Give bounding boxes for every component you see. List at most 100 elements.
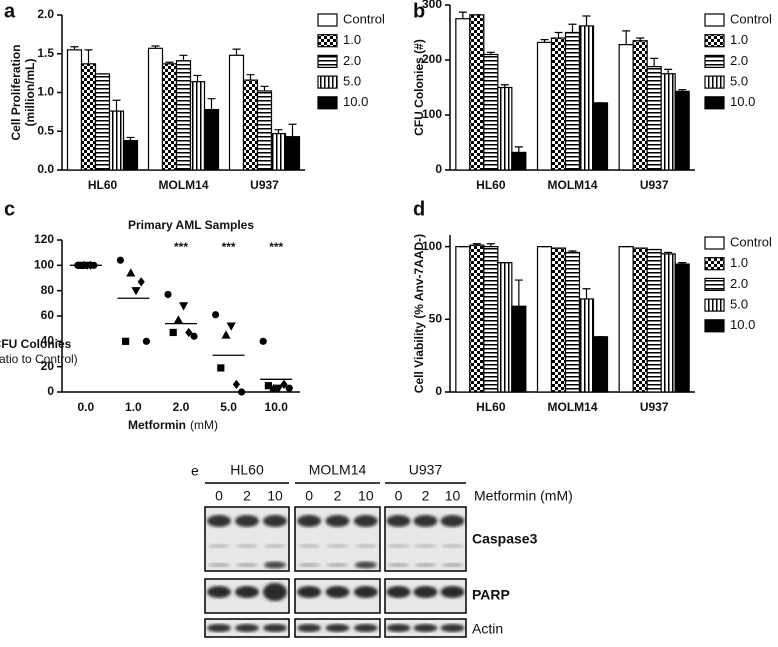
legend-swatch	[317, 34, 338, 48]
bar	[564, 31, 581, 171]
bar	[284, 136, 301, 171]
x-tick-label: MOLM14	[547, 178, 597, 192]
band	[263, 583, 287, 601]
y-tick-label: 0.0	[37, 162, 54, 176]
legend-label: 1.0	[343, 32, 361, 47]
band	[235, 624, 259, 632]
legend-label: 10.0	[730, 94, 755, 109]
x-tick-label: MOLM14	[158, 178, 208, 192]
error-bar	[84, 49, 93, 64]
chart-title: Primary AML Samples	[128, 218, 254, 232]
legend-swatch	[317, 54, 338, 69]
lane-label: 0	[305, 488, 313, 504]
error-bar	[582, 288, 591, 299]
bar	[674, 263, 690, 393]
legend-label: 1.0	[730, 255, 748, 270]
significance: ***	[174, 240, 188, 254]
point	[280, 379, 288, 389]
legend-label: 5.0	[730, 297, 748, 312]
x-tick-label: MOLM14	[547, 400, 597, 414]
bar	[550, 247, 567, 393]
bar	[203, 108, 220, 171]
band	[353, 515, 378, 527]
bar	[469, 244, 485, 393]
legend-swatch	[704, 34, 725, 48]
y-tick-label: 20	[41, 359, 55, 373]
band	[263, 624, 287, 632]
lane-label: 10	[445, 488, 461, 504]
protein-label: Caspase3	[472, 531, 538, 547]
legend-label: 2.0	[730, 53, 748, 68]
point	[238, 388, 246, 396]
significance: ***	[269, 240, 283, 254]
error-bar	[678, 89, 687, 92]
treatment-label: Metformin (mM)	[474, 488, 573, 504]
bar	[511, 151, 527, 171]
error-bar	[288, 123, 297, 137]
bar	[511, 305, 527, 393]
band	[414, 544, 437, 548]
error-bar	[514, 146, 523, 153]
bar	[660, 253, 676, 393]
point	[217, 364, 225, 372]
error-bar	[664, 251, 673, 254]
band	[325, 515, 350, 527]
legend-swatch	[704, 277, 725, 291]
lane-label: 10	[267, 488, 283, 504]
legend-label: 10.0	[343, 94, 368, 109]
point	[259, 337, 267, 345]
band	[387, 563, 410, 567]
x-tick-label: HL60	[476, 178, 506, 192]
bar	[632, 40, 648, 171]
band	[353, 624, 378, 632]
point	[274, 384, 284, 393]
y-tick-label: 0	[435, 162, 442, 176]
error-bar	[622, 30, 631, 45]
x-tick-label: 2.0	[173, 400, 190, 414]
bar	[94, 73, 111, 171]
group-label: MOLM14	[309, 462, 367, 478]
error-bar	[568, 250, 577, 253]
x-tick-label: HL60	[476, 400, 506, 414]
x-axis-label-part: (mM)	[190, 418, 218, 432]
lane-label: 2	[243, 488, 251, 504]
protein-label: PARP	[472, 587, 510, 603]
x-tick-label: U937	[640, 400, 669, 414]
bar	[256, 90, 273, 171]
point	[173, 315, 183, 324]
band	[354, 544, 377, 548]
panel-letter: e	[191, 463, 199, 479]
lane-label: 10	[358, 488, 374, 504]
band	[208, 563, 230, 567]
band	[414, 563, 437, 567]
bar	[483, 53, 499, 171]
error-bar	[179, 54, 188, 61]
error-bar	[636, 37, 645, 41]
bar	[469, 14, 485, 171]
y-tick-label: 50	[429, 311, 443, 325]
bar	[228, 54, 245, 171]
legend-swatch	[317, 75, 338, 89]
panel-letter: a	[4, 0, 16, 22]
band	[354, 561, 377, 569]
legend-label: 2.0	[730, 276, 748, 291]
band	[326, 563, 349, 567]
bar	[578, 25, 595, 171]
error-bar	[260, 85, 269, 91]
band	[235, 586, 259, 598]
bar	[122, 139, 139, 171]
legend-swatch	[704, 257, 725, 271]
bar	[147, 47, 164, 171]
legend-swatch	[704, 319, 725, 333]
x-tick-label: 0.0	[77, 400, 94, 414]
bar	[175, 60, 192, 171]
bar	[646, 248, 662, 393]
y-tick-label: 120	[34, 232, 54, 246]
legend-swatch	[704, 298, 725, 312]
y-axis-label: (Ratio to Control)	[0, 352, 78, 366]
band	[440, 624, 465, 632]
bar	[483, 246, 499, 393]
y-tick-label: 1.5	[37, 46, 54, 60]
